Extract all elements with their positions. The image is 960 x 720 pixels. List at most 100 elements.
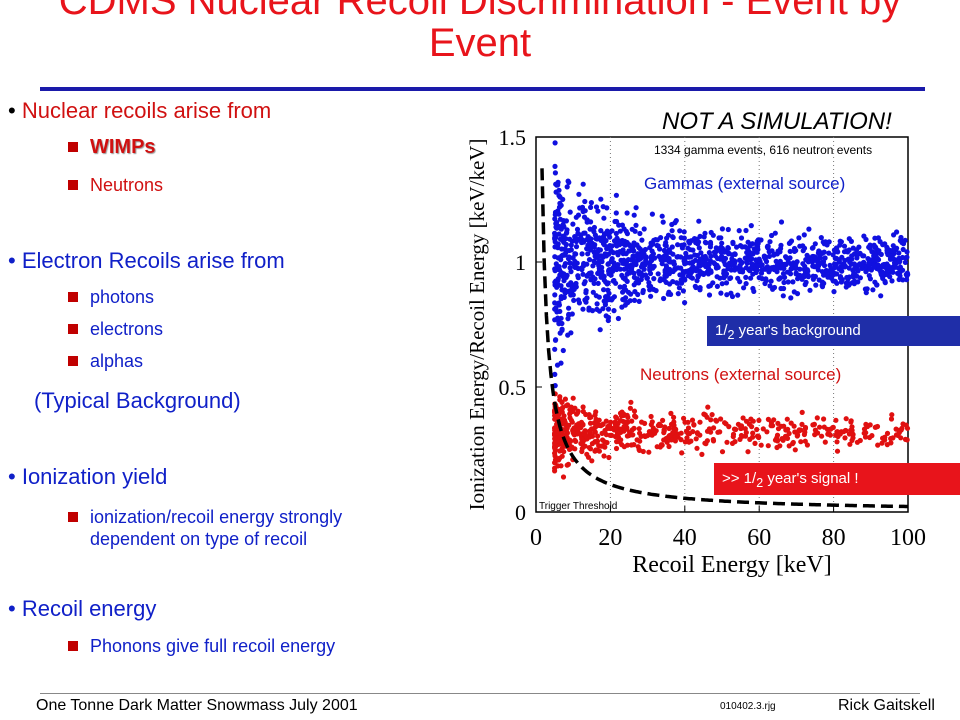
data-point [584,451,590,457]
bullet-square-icon [68,324,78,334]
data-point [588,204,594,210]
data-point [614,430,620,436]
data-point [594,301,600,307]
data-point [603,418,609,424]
data-point [863,430,869,436]
data-point [747,268,753,274]
data-point [688,270,694,276]
data-point [716,246,722,252]
data-point [566,305,572,311]
data-point [554,219,560,226]
data-point [749,241,755,247]
data-point [781,285,787,292]
data-point [745,239,751,245]
data-point [748,275,754,281]
data-point [707,258,713,264]
x-tick-label: 60 [747,525,771,551]
data-point [579,204,586,210]
typical-word: Typical [41,388,110,413]
data-point [719,253,725,259]
data-point [571,297,577,303]
data-point [648,293,654,299]
data-point [588,200,594,206]
data-point [556,231,562,237]
data-point [764,429,770,435]
data-point [688,274,694,280]
data-point [648,413,654,420]
data-point [552,230,558,236]
data-point [863,269,869,275]
data-point [653,237,659,243]
data-point [600,306,606,312]
data-point [723,421,729,427]
data-point [743,274,749,280]
data-point [714,283,720,289]
data-point [559,327,565,333]
data-point [846,236,852,242]
data-point [831,289,837,295]
footer-divider [40,693,920,694]
data-point [813,282,819,288]
data-point [627,405,633,411]
bullet-square-icon [68,142,78,152]
nuclear-recoils-term: Nuclear recoils [21,98,168,123]
data-point [722,255,729,262]
data-point [801,245,808,251]
data-point [617,266,623,272]
data-point [605,287,611,293]
data-point [572,251,578,257]
data-point [889,278,895,284]
data-point [674,280,681,286]
data-point [719,226,725,232]
data-point [882,272,888,278]
data-point [606,454,612,461]
data-point [651,276,657,282]
data-point [584,237,590,243]
data-point [830,272,836,278]
data-point [698,250,704,256]
data-point [642,420,648,426]
data-point [617,284,623,290]
data-point [673,434,679,440]
data-point [876,248,882,254]
data-point [729,259,735,265]
data-point [586,445,592,451]
data-point [684,435,690,441]
data-point [733,426,739,433]
data-point [791,248,798,254]
data-point [735,292,741,298]
data-point [622,419,628,425]
data-point [613,445,620,452]
y-tick-label: 1.5 [499,125,527,150]
data-point [591,258,597,264]
data-point [661,247,667,254]
data-point [693,284,699,291]
data-point [602,439,608,445]
data-point [571,432,577,438]
data-point [560,233,566,239]
data-point [603,279,609,285]
data-point [678,235,684,241]
data-point [575,275,581,281]
data-point [827,262,833,268]
data-point [774,432,781,438]
data-point [672,438,678,444]
data-point [613,230,619,237]
data-point [803,257,809,263]
data-point [867,422,873,428]
x-tick-label: 20 [598,525,622,551]
data-point [556,319,562,325]
data-point [596,417,602,423]
data-point [648,283,654,289]
half-year-signal-callout: >> 1/2 year's signal ! [714,463,960,495]
data-point [807,287,813,293]
data-point [903,422,909,428]
data-point [752,440,758,446]
data-point [661,277,667,283]
data-point [867,434,873,441]
data-point [851,281,857,287]
data-point [670,279,676,285]
data-point [661,256,667,262]
data-point [697,233,703,239]
data-point [580,271,586,277]
